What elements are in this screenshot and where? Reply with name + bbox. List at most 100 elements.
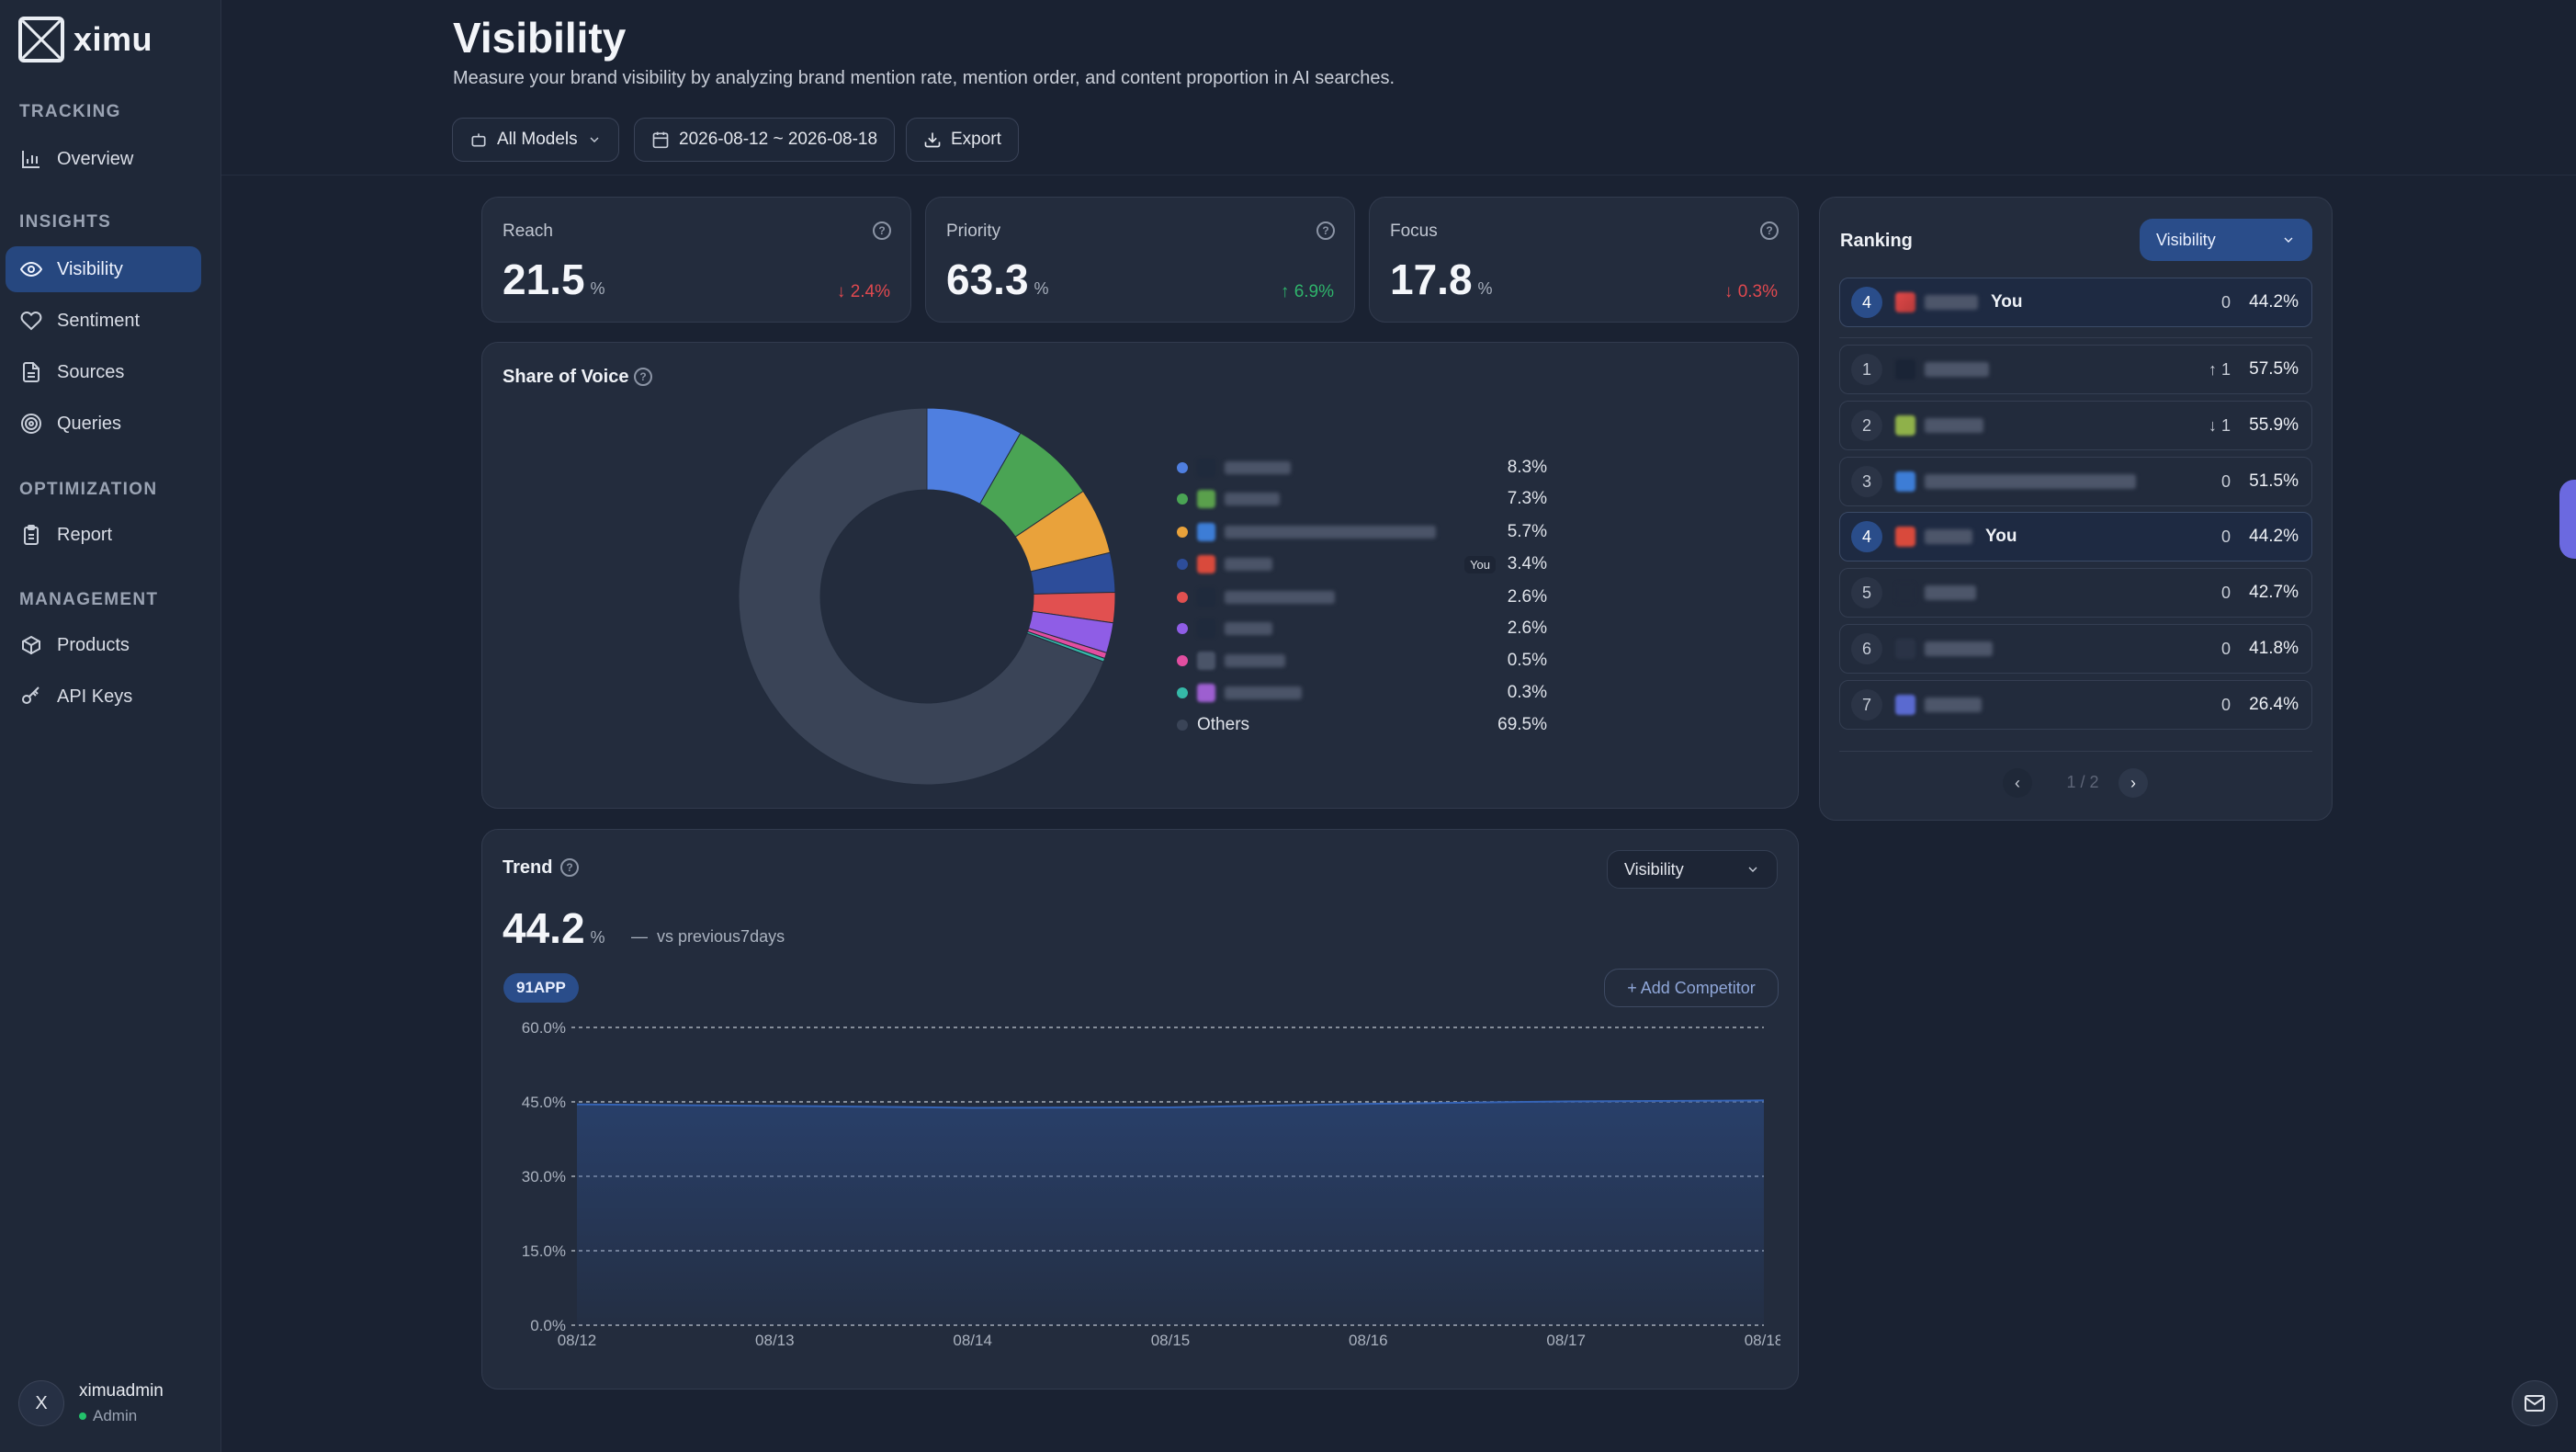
nav-item-visibility[interactable]: Visibility: [6, 246, 201, 292]
brand-logo-icon: [1197, 523, 1215, 541]
nav-item-products[interactable]: Products: [6, 622, 201, 668]
pager-next-button[interactable]: ›: [2118, 768, 2148, 798]
rank-number: 4: [1851, 287, 1882, 318]
brand-name-redacted: [1225, 622, 1272, 635]
legend-item[interactable]: 5.7%: [1177, 521, 1547, 543]
legend-item[interactable]: 8.3%: [1177, 457, 1547, 479]
legend-color-dot: [1177, 559, 1188, 570]
stat-card-focus: Focus ? 17.8% ↓ 0.3%: [1369, 197, 1799, 323]
brand-name-redacted: [1925, 362, 1989, 377]
stat-change-value: 0.3%: [1737, 282, 1778, 301]
rank-delta: 0: [2220, 292, 2231, 312]
stat-value-number: 17.8: [1390, 255, 1473, 303]
rank-delta: 0: [2221, 527, 2231, 547]
ranking-metric-select[interactable]: Visibility: [2140, 219, 2312, 261]
add-competitor-button[interactable]: + Add Competitor: [1604, 969, 1779, 1007]
document-icon: [23, 362, 40, 382]
donut-slice-others[interactable]: [739, 408, 1104, 785]
x-tick-label: 08/15: [1151, 1332, 1191, 1349]
share-of-voice-donut[interactable]: [739, 408, 1115, 785]
stat-value: 63.3%: [946, 255, 1049, 304]
nav-item-label: Products: [57, 634, 130, 655]
y-tick-label: 60.0%: [522, 1019, 566, 1037]
clipboard-icon: [24, 525, 39, 545]
legend-item[interactable]: 0.5%: [1177, 650, 1547, 672]
trend-chart[interactable]: 60.0% 45.0% 30.0% 15.0% 0.0%08/12 08/13 08/14 0…: [503, 1011, 1780, 1351]
ranking-row[interactable]: 7 0 26.4%: [1839, 680, 2312, 730]
date-range-picker[interactable]: 2026-08-12 ~ 2026-08-18: [634, 118, 896, 162]
trend-area: [577, 1100, 1764, 1325]
nav-item-api-keys[interactable]: API Keys: [6, 674, 201, 720]
legend-pct: 2.6%: [1507, 587, 1547, 607]
legend-pct: 0.3%: [1507, 683, 1547, 702]
stat-card-priority: Priority ? 63.3% ↑ 6.9%: [925, 197, 1355, 323]
nav-item-label: Visibility: [57, 258, 123, 279]
brand-logo-icon: [1197, 588, 1215, 607]
brand-name-redacted: [1925, 529, 1972, 544]
trend-unit: %: [590, 928, 605, 947]
brand-logo-icon: [1197, 652, 1215, 670]
legend-item[interactable]: 7.3%: [1177, 488, 1547, 510]
stat-value-number: 21.5: [503, 255, 585, 303]
rank-pct: 57.5%: [2249, 359, 2299, 379]
user-profile[interactable]: X ximuadmin Admin: [18, 1380, 164, 1426]
stat-value-number: 63.3: [946, 255, 1029, 303]
brand-name-redacted: [1225, 526, 1436, 539]
feedback-tab-button[interactable]: [2559, 480, 2576, 559]
rank-delta: ↓ 1: [2209, 416, 2231, 436]
nav-section-optimization: OPTIMIZATION: [19, 480, 158, 499]
ranking-row[interactable]: 4 You 0 44.2%: [1839, 512, 2312, 562]
mail-button[interactable]: [2512, 1380, 2558, 1426]
stat-unit: %: [1477, 279, 1493, 298]
nav-section-management: MANAGEMENT: [19, 590, 159, 609]
mail-icon: [2525, 1395, 2545, 1412]
stat-label: Reach: [503, 221, 553, 241]
you-label: You: [1991, 292, 2023, 312]
trend-metric-select[interactable]: Visibility: [1607, 850, 1778, 889]
pager-prev-button[interactable]: ‹: [2003, 768, 2032, 798]
ranking-row[interactable]: 6 0 41.8%: [1839, 624, 2312, 674]
help-icon[interactable]: ?: [1760, 221, 1779, 240]
nav-item-overview[interactable]: Overview: [6, 136, 201, 182]
model-select[interactable]: All Models: [452, 118, 619, 162]
brand-logo-icon: [1895, 359, 1915, 380]
logo[interactable]: ximu: [18, 17, 153, 62]
legend-color-dot: [1177, 527, 1188, 538]
card-title: Trend: [503, 857, 553, 878]
help-icon[interactable]: ?: [1316, 221, 1335, 240]
help-icon[interactable]: ?: [634, 368, 652, 386]
nav-item-queries[interactable]: Queries: [6, 401, 201, 447]
legend-item[interactable]: Others 69.5%: [1177, 714, 1547, 736]
logo-mark-icon: [18, 17, 64, 62]
nav-item-sources[interactable]: Sources: [6, 349, 201, 395]
legend-item[interactable]: You 3.4%: [1177, 553, 1547, 575]
rank-pct: 41.8%: [2249, 639, 2299, 658]
rank-pct: 44.2%: [2249, 292, 2299, 312]
nav-item-label: Queries: [57, 413, 122, 434]
ranking-pinned-row[interactable]: 4 You 0 44.2%: [1839, 278, 2312, 327]
legend-color-dot: [1177, 493, 1188, 505]
ranking-row[interactable]: 3 0 51.5%: [1839, 457, 2312, 506]
brand-name-redacted: [1225, 654, 1285, 667]
help-icon[interactable]: ?: [873, 221, 891, 240]
legend-item[interactable]: 2.6%: [1177, 586, 1547, 608]
trend-metric-label: Visibility: [1624, 859, 1684, 879]
nav-item-sentiment[interactable]: Sentiment: [6, 298, 201, 344]
brand-badge[interactable]: 91APP: [503, 973, 579, 1003]
ranking-row[interactable]: 5 0 42.7%: [1839, 568, 2312, 618]
ranking-row[interactable]: 2 ↓ 1 55.9%: [1839, 401, 2312, 450]
nav-item-report[interactable]: Report: [6, 512, 201, 558]
legend-item[interactable]: 0.3%: [1177, 682, 1547, 704]
card-title: Share of Voice: [503, 367, 629, 387]
brand-name-redacted: [1925, 585, 1976, 600]
x-tick-label: 08/17: [1546, 1332, 1586, 1349]
header-divider: [221, 175, 2576, 176]
model-select-label: All Models: [497, 130, 578, 149]
ranking-row[interactable]: 1 ↑ 1 57.5%: [1839, 345, 2312, 394]
export-button[interactable]: Export: [906, 118, 1019, 162]
x-tick-label: 08/16: [1349, 1332, 1388, 1349]
rank-pct: 42.7%: [2249, 583, 2299, 602]
legend-item[interactable]: 2.6%: [1177, 618, 1547, 640]
legend-color-dot: [1177, 655, 1188, 666]
help-icon[interactable]: ?: [560, 858, 579, 877]
